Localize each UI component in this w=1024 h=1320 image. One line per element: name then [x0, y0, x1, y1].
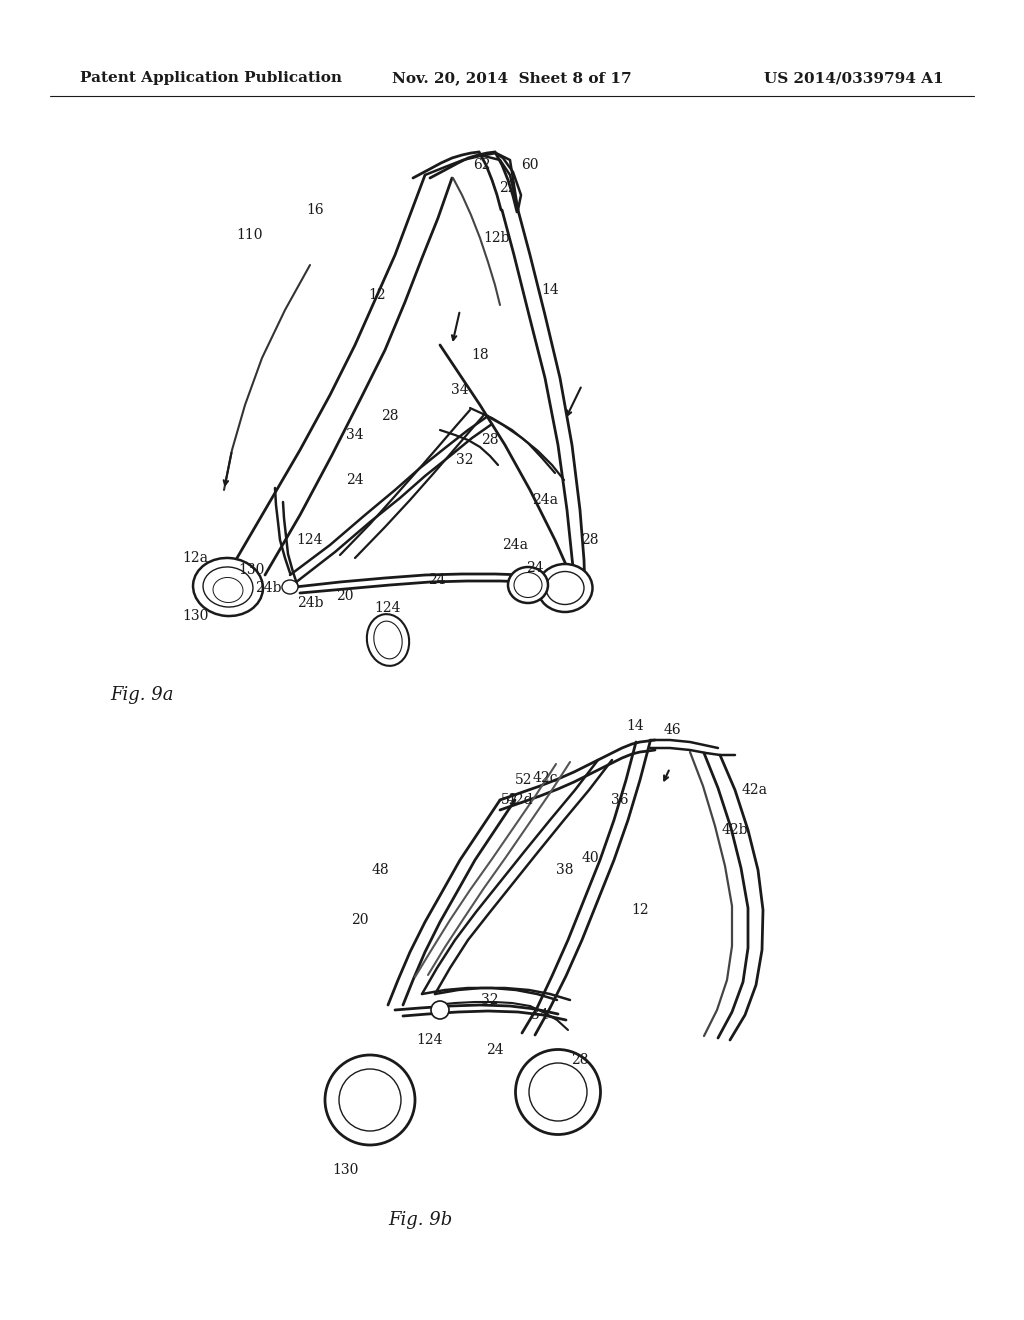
Text: 24b: 24b [255, 581, 282, 595]
Text: 42b: 42b [722, 822, 749, 837]
Text: 110: 110 [237, 228, 263, 242]
Text: 36: 36 [611, 793, 629, 807]
Text: 16: 16 [306, 203, 324, 216]
Text: 52: 52 [515, 774, 532, 787]
Text: 18: 18 [471, 348, 488, 362]
Ellipse shape [431, 1001, 449, 1019]
Text: 130: 130 [332, 1163, 358, 1177]
Text: 60: 60 [521, 158, 539, 172]
Text: 42d: 42d [507, 793, 534, 807]
Ellipse shape [538, 564, 593, 612]
Text: Fig. 9a: Fig. 9a [110, 686, 173, 704]
Text: 32: 32 [481, 993, 499, 1007]
Ellipse shape [508, 568, 548, 603]
Text: 124: 124 [297, 533, 324, 546]
Ellipse shape [325, 1055, 415, 1144]
Text: 52: 52 [502, 793, 519, 807]
Text: 130: 130 [239, 564, 265, 577]
Text: 28: 28 [571, 1053, 589, 1067]
Ellipse shape [339, 1069, 401, 1131]
Text: 34: 34 [346, 428, 364, 442]
Ellipse shape [203, 568, 253, 607]
Ellipse shape [194, 558, 263, 616]
Ellipse shape [213, 577, 243, 602]
Text: 12: 12 [631, 903, 649, 917]
Text: 12a: 12a [182, 550, 208, 565]
Text: 62: 62 [473, 158, 490, 172]
Text: 24a: 24a [532, 492, 558, 507]
Text: 14: 14 [541, 282, 559, 297]
Text: 28: 28 [381, 409, 398, 422]
Text: 22: 22 [500, 181, 517, 195]
Text: 24: 24 [428, 573, 445, 587]
Text: 40: 40 [582, 851, 599, 865]
Text: 14: 14 [626, 719, 644, 733]
Ellipse shape [374, 622, 402, 659]
Text: 20: 20 [336, 589, 353, 603]
Text: 42a: 42a [742, 783, 768, 797]
Ellipse shape [515, 1049, 600, 1134]
Text: 46: 46 [664, 723, 681, 737]
Text: 12b: 12b [483, 231, 510, 246]
Text: 130: 130 [182, 609, 208, 623]
Text: 38: 38 [556, 863, 573, 876]
Text: Patent Application Publication: Patent Application Publication [80, 71, 342, 84]
Text: 24: 24 [346, 473, 364, 487]
Ellipse shape [514, 573, 542, 598]
Text: Fig. 9b: Fig. 9b [388, 1210, 453, 1229]
Text: 34: 34 [452, 383, 469, 397]
Text: 28: 28 [481, 433, 499, 447]
Text: 12: 12 [369, 288, 386, 302]
Ellipse shape [546, 572, 584, 605]
Text: 42c: 42c [532, 771, 558, 785]
Text: 24: 24 [486, 1043, 504, 1057]
Text: 34: 34 [531, 1008, 549, 1022]
Text: Nov. 20, 2014  Sheet 8 of 17: Nov. 20, 2014 Sheet 8 of 17 [392, 71, 632, 84]
Ellipse shape [282, 579, 298, 594]
Text: US 2014/0339794 A1: US 2014/0339794 A1 [764, 71, 944, 84]
Text: 124: 124 [417, 1034, 443, 1047]
Ellipse shape [529, 1063, 587, 1121]
Text: 24: 24 [526, 561, 544, 576]
Ellipse shape [367, 614, 410, 665]
Text: 124: 124 [375, 601, 401, 615]
Text: 48: 48 [371, 863, 389, 876]
Text: 32: 32 [457, 453, 474, 467]
Text: 24a: 24a [502, 539, 528, 552]
Text: 28: 28 [582, 533, 599, 546]
Text: 20: 20 [351, 913, 369, 927]
Text: 24b: 24b [297, 597, 324, 610]
